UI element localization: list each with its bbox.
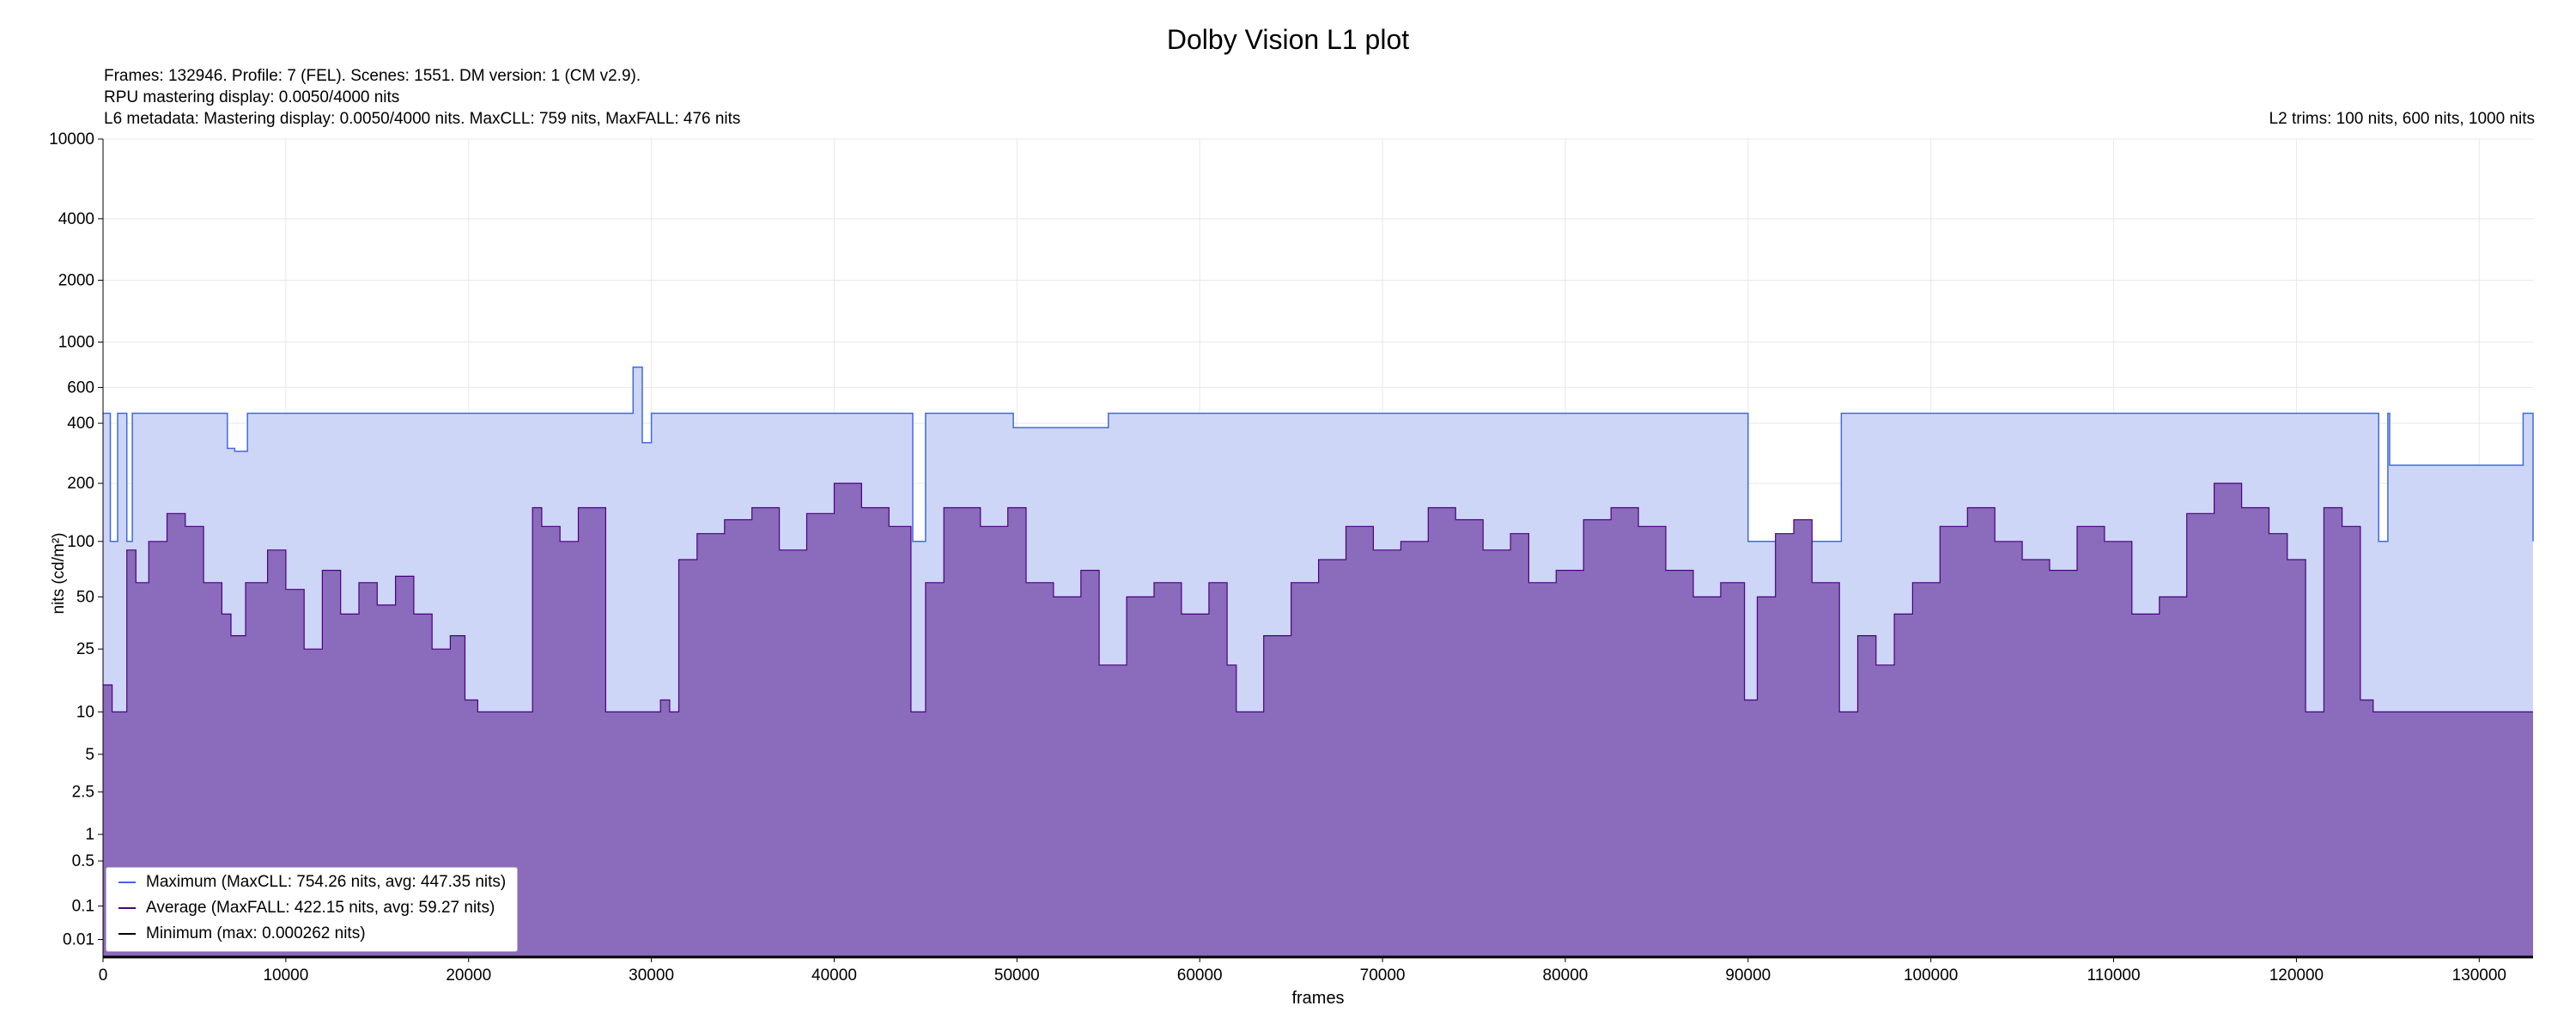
info-l6-line: L6 metadata: Mastering display: 0.0050/4… bbox=[104, 110, 741, 128]
legend-label-maximum: Maximum (MaxCLL: 754.26 nits, avg: 447.3… bbox=[146, 873, 507, 891]
y-tick-label: 2.5 bbox=[72, 784, 94, 802]
x-tick-label: 80000 bbox=[1543, 966, 1589, 985]
y-tick-label: 1 bbox=[85, 826, 94, 844]
y-tick-label: 4000 bbox=[58, 210, 94, 228]
legend-item-minimum: Minimum (max: 0.000262 nits) bbox=[118, 922, 366, 946]
y-tick-label: 50 bbox=[76, 588, 94, 606]
y-axis-label: nits (cd/m²) bbox=[50, 532, 68, 615]
x-tick-label: 90000 bbox=[1725, 966, 1771, 985]
y-tick-label: 0.1 bbox=[72, 898, 94, 916]
x-tick-label: 120000 bbox=[2269, 966, 2324, 985]
y-tick-label: 1000 bbox=[58, 334, 94, 352]
y-tick-label: 25 bbox=[76, 640, 94, 658]
x-tick-label: 30000 bbox=[629, 966, 674, 985]
legend-swatch-average bbox=[118, 907, 136, 909]
average-series-area bbox=[103, 483, 2533, 957]
legend: Maximum (MaxCLL: 754.26 nits, avg: 447.3… bbox=[106, 867, 518, 952]
average-series-line bbox=[103, 482, 2533, 713]
legend-item-maximum: Maximum (MaxCLL: 754.26 nits, avg: 447.3… bbox=[118, 870, 506, 894]
series-layer bbox=[103, 367, 2534, 959]
legend-item-average: Average (MaxFALL: 422.15 nits, avg: 59.2… bbox=[118, 896, 495, 920]
x-tick-label: 20000 bbox=[446, 966, 491, 985]
y-tick-label: 200 bbox=[67, 475, 94, 493]
info-rpu-line: RPU mastering display: 0.0050/4000 nits bbox=[104, 88, 400, 106]
chart-title: Dolby Vision L1 plot bbox=[1166, 24, 1410, 55]
y-tick-label: 0.5 bbox=[72, 852, 94, 870]
y-tick-label: 10000 bbox=[49, 130, 94, 148]
x-tick-label: 130000 bbox=[2452, 966, 2506, 985]
x-tick-label: 40000 bbox=[811, 966, 857, 985]
y-tick-label: 10 bbox=[76, 703, 94, 721]
legend-label-average: Average (MaxFALL: 422.15 nits, avg: 59.2… bbox=[146, 899, 495, 917]
x-tick-label: 0 bbox=[99, 966, 108, 985]
x-tick-label: 110000 bbox=[2087, 966, 2141, 985]
info-frames-line: Frames: 132946. Profile: 7 (FEL). Scenes… bbox=[104, 67, 641, 85]
legend-swatch-maximum bbox=[118, 882, 136, 883]
axes: 0.01 0.1 0.5 1 2.5 5 10 25 50 100 200 400 600 1000 200… bbox=[49, 130, 2533, 985]
x-tick-label: 70000 bbox=[1360, 966, 1406, 985]
l2-trims-label: L2 trims: 100 nits, 600 nits, 1000 nits bbox=[2269, 110, 2535, 128]
legend-label-minimum: Minimum (max: 0.000262 nits) bbox=[146, 924, 366, 942]
y-tick-label: 2000 bbox=[58, 271, 94, 289]
y-tick-label: 600 bbox=[67, 379, 94, 397]
legend-swatch-minimum bbox=[118, 933, 136, 935]
x-axis-label: frames bbox=[1291, 989, 1345, 1008]
y-tick-label: 100 bbox=[67, 533, 94, 551]
x-tick-label: 60000 bbox=[1177, 966, 1223, 985]
x-tick-label: 100000 bbox=[1904, 966, 1958, 985]
x-tick-label: 10000 bbox=[263, 966, 308, 985]
y-tick-label: 0.01 bbox=[63, 931, 94, 949]
y-tick-label: 5 bbox=[85, 746, 94, 764]
y-tick-label: 400 bbox=[67, 415, 94, 433]
x-tick-label: 50000 bbox=[994, 966, 1040, 985]
maximum-series-line bbox=[103, 367, 2534, 542]
